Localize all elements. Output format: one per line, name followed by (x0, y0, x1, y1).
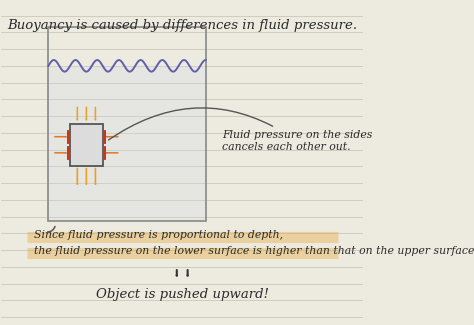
Bar (48, 27, 206, 220)
Text: Object is pushed upward!: Object is pushed upward! (96, 288, 269, 301)
Text: Fluid pressure on the sides
cancels each other out.: Fluid pressure on the sides cancels each… (109, 108, 373, 152)
Text: Buoyancy is caused by differences in fluid pressure.: Buoyancy is caused by differences in flu… (7, 19, 357, 32)
Bar (70, 124, 103, 166)
Bar (48, 66, 206, 220)
Text: the fluid pressure on the lower surface is higher than that on the upper surface: the fluid pressure on the lower surface … (34, 246, 474, 256)
Text: Since fluid pressure is proportional to depth,: Since fluid pressure is proportional to … (34, 230, 283, 240)
